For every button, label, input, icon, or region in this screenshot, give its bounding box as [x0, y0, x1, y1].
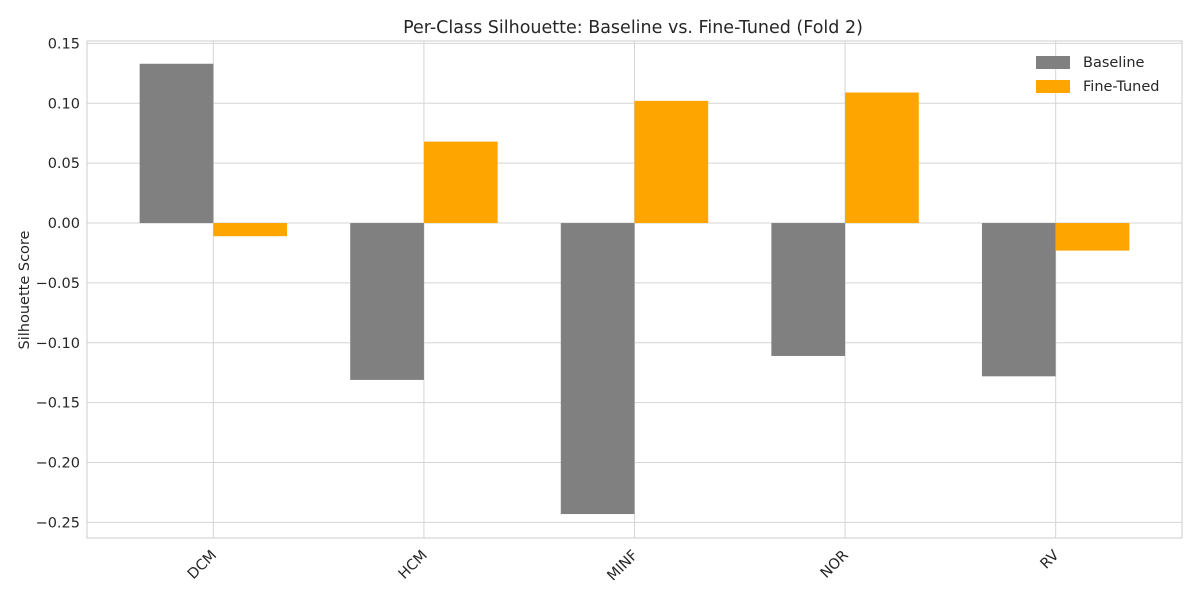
- x-tick-label: HCM: [396, 548, 431, 583]
- y-tick-label: −0.10: [36, 336, 80, 352]
- x-tick-label: MINF: [605, 548, 642, 585]
- legend: Baseline Fine-Tuned: [1036, 55, 1160, 95]
- y-tick-label: 0.00: [48, 216, 80, 232]
- bars-layer: [139, 63, 1130, 515]
- bar-fine-tuned-nor: [845, 92, 919, 224]
- plot-frame: [86, 40, 1183, 539]
- bar-fine-tuned-hcm: [423, 141, 498, 224]
- bar-fine-tuned-rv: [1055, 223, 1130, 251]
- chart-title: Per-Class Silhouette: Baseline vs. Fine-…: [403, 18, 863, 38]
- bar-baseline-dcm: [139, 63, 214, 224]
- y-tick-label: −0.25: [36, 515, 80, 531]
- bar-fine-tuned-minf: [634, 100, 709, 224]
- y-tick-label: −0.05: [36, 276, 80, 292]
- y-tick-label: 0.15: [48, 36, 80, 52]
- y-tick-label: −0.20: [36, 456, 80, 472]
- legend-label: Fine-Tuned: [1083, 79, 1160, 95]
- bar-baseline-minf: [560, 223, 635, 515]
- y-tick-label: 0.05: [48, 156, 80, 172]
- y-tick-label: −0.15: [36, 396, 80, 412]
- y-axis-label: Silhouette Score: [17, 230, 33, 349]
- x-tick-label: NOR: [818, 548, 852, 582]
- bar-baseline-hcm: [350, 223, 424, 380]
- y-tick-label: 0.10: [48, 96, 80, 112]
- legend-label: Baseline: [1083, 55, 1145, 71]
- legend-swatch: [1036, 56, 1070, 69]
- bar-fine-tuned-dcm: [213, 223, 288, 237]
- x-tick-label: RV: [1038, 547, 1063, 572]
- x-tick-label: DCM: [185, 548, 220, 583]
- legend-swatch: [1036, 80, 1070, 93]
- bar-baseline-nor: [771, 223, 846, 356]
- bar-baseline-rv: [981, 223, 1056, 377]
